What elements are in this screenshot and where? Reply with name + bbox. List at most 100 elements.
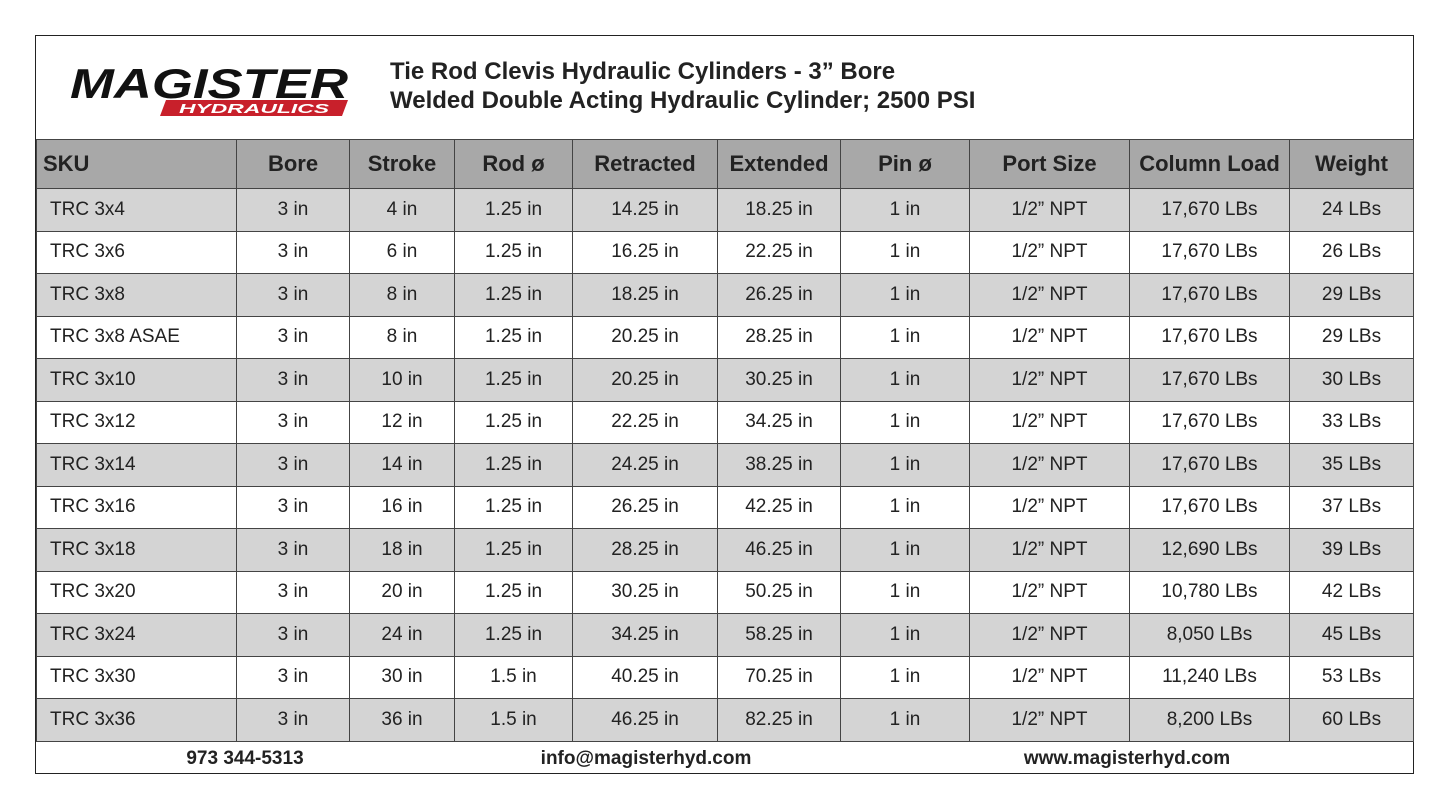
cell: 6 in [349, 230, 455, 274]
cell: 3 in [236, 273, 350, 317]
cell: 20.25 in [572, 358, 718, 402]
cell: 1 in [840, 358, 970, 402]
cell: 17,670 LBs [1129, 400, 1290, 444]
cell: 24.25 in [572, 443, 718, 487]
column-header: Pin ø [840, 139, 970, 189]
cell: 3 in [236, 230, 350, 274]
cell: 30 in [349, 655, 455, 699]
cell: 10,780 LBs [1129, 570, 1290, 614]
cell: 45 LBs [1289, 613, 1414, 657]
cell: 1 in [840, 613, 970, 657]
cell: 30.25 in [717, 358, 841, 402]
cell: 1.25 in [454, 485, 573, 529]
cell: 16 in [349, 485, 455, 529]
cell: 3 in [236, 613, 350, 657]
cell: 3 in [236, 315, 350, 359]
cell: 1.25 in [454, 400, 573, 444]
table-row: TRC 3x14 3 in 14 in 1.25 in 24.25 in 38.25 in… [36, 443, 1414, 487]
cell: 1.25 in [454, 273, 573, 317]
cell: 46.25 in [572, 698, 718, 742]
table-row: TRC 3x36 3 in 36 in 1.5 in 46.25 in 82.25 in 1… [36, 698, 1414, 742]
cell: 12,690 LBs [1129, 528, 1290, 572]
cell: 24 LBs [1289, 188, 1414, 232]
cell: 17,670 LBs [1129, 315, 1290, 359]
cell: 8 in [349, 315, 455, 359]
cell: 35 LBs [1289, 443, 1414, 487]
cell: TRC 3x16 [36, 485, 237, 529]
cell: 50.25 in [717, 570, 841, 614]
table-row: TRC 3x20 3 in 20 in 1.25 in 30.25 in 50.25 in… [36, 570, 1414, 614]
cell: 42.25 in [717, 485, 841, 529]
cell: 1 in [840, 400, 970, 444]
cell: 28.25 in [717, 315, 841, 359]
cell: TRC 3x10 [36, 358, 237, 402]
cell: 1.25 in [454, 443, 573, 487]
cell: 1 in [840, 315, 970, 359]
column-header: Port Size [969, 139, 1130, 189]
column-header: Stroke [349, 139, 455, 189]
cell: 1/2” NPT [969, 273, 1130, 317]
cell: 30 LBs [1289, 358, 1414, 402]
cell: 16.25 in [572, 230, 718, 274]
cell: 12 in [349, 400, 455, 444]
cell: 28.25 in [572, 528, 718, 572]
cell: 42 LBs [1289, 570, 1414, 614]
column-header: Bore [236, 139, 350, 189]
cell: 1/2” NPT [969, 188, 1130, 232]
sheet: MAGISTER HYDRAULICS Tie Rod Clevis Hydra… [35, 35, 1414, 774]
header-row: SKU Bore Stroke Rod ø Retracted Extended Pin ø… [36, 139, 1414, 189]
cell: 1.25 in [454, 230, 573, 274]
table-row: TRC 3x4 3 in 4 in 1.25 in 14.25 in 18.25 in 1 … [36, 188, 1414, 232]
cell: 70.25 in [717, 655, 841, 699]
cell: TRC 3x12 [36, 400, 237, 444]
table-row: TRC 3x6 3 in 6 in 1.25 in 16.25 in 22.25 in 1 … [36, 230, 1414, 274]
cell: 1 in [840, 698, 970, 742]
cell: TRC 3x4 [36, 188, 237, 232]
table-row: TRC 3x16 3 in 16 in 1.25 in 26.25 in 42.25 in… [36, 485, 1414, 529]
column-header: SKU [36, 139, 237, 189]
logo: MAGISTER HYDRAULICS [70, 60, 349, 116]
cell: 1.5 in [454, 698, 573, 742]
cell: 24 in [349, 613, 455, 657]
cell: 29 LBs [1289, 273, 1414, 317]
cell: 3 in [236, 698, 350, 742]
cell: TRC 3x36 [36, 698, 237, 742]
cell: 17,670 LBs [1129, 358, 1290, 402]
table-row: TRC 3x8 ASAE 3 in 8 in 1.25 in 20.25 in 28.25… [36, 315, 1414, 359]
cell: TRC 3x20 [36, 570, 237, 614]
cell: TRC 3x8 [36, 273, 237, 317]
column-header: Column Load [1129, 139, 1290, 189]
phone: 973 344-5313 [186, 748, 304, 769]
cell: 1/2” NPT [969, 443, 1130, 487]
logo-tagline: HYDRAULICS [179, 101, 330, 116]
cell: 46.25 in [717, 528, 841, 572]
column-header: Extended [717, 139, 841, 189]
cell: 17,670 LBs [1129, 443, 1290, 487]
cell: 38.25 in [717, 443, 841, 487]
table-row: TRC 3x12 3 in 12 in 1.25 in 22.25 in 34.25 in… [36, 400, 1414, 444]
cell: 60 LBs [1289, 698, 1414, 742]
cell: 3 in [236, 400, 350, 444]
cell: 1/2” NPT [969, 485, 1130, 529]
cell: 10 in [349, 358, 455, 402]
cell: 1/2” NPT [969, 698, 1130, 742]
cell: 1 in [840, 570, 970, 614]
cell: 1/2” NPT [969, 315, 1130, 359]
logo-bar [160, 100, 348, 116]
table-row: TRC 3x24 3 in 24 in 1.25 in 34.25 in 58.25 in… [36, 613, 1414, 657]
cell: 36 in [349, 698, 455, 742]
cell: 17,670 LBs [1129, 188, 1290, 232]
website: www.magisterhyd.com [1023, 748, 1231, 769]
cell: 1.25 in [454, 528, 573, 572]
cell: 1/2” NPT [969, 358, 1130, 402]
column-header: Weight [1289, 139, 1414, 189]
cell: TRC 3x8 ASAE [36, 315, 237, 359]
spec-table: SKU Bore Stroke Rod ø Retracted Extended Pin ø… [36, 139, 1414, 742]
logo-name: MAGISTER [70, 60, 349, 107]
cell: 20.25 in [572, 315, 718, 359]
cell: 18 in [349, 528, 455, 572]
cell: 1.25 in [454, 358, 573, 402]
cell: 18.25 in [717, 188, 841, 232]
cell: TRC 3x24 [36, 613, 237, 657]
